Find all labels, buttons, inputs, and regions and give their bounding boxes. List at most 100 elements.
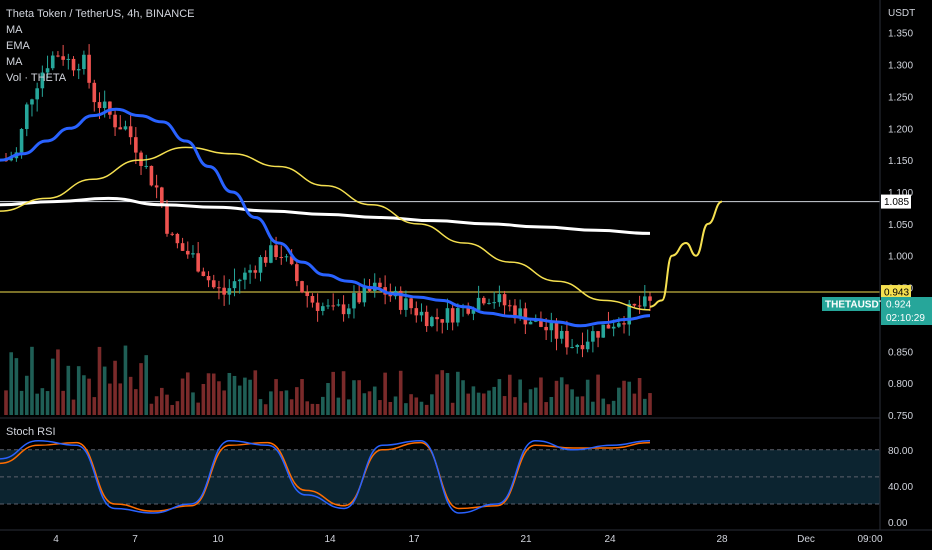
candle (222, 275, 226, 306)
volume-bar (471, 386, 476, 415)
indicator-ma-label[interactable]: MA (6, 24, 23, 36)
volume-bar (227, 372, 232, 415)
volume-bar (518, 379, 522, 415)
volume-bar (331, 371, 335, 415)
candle-body (300, 281, 304, 293)
volume-bar (87, 378, 91, 415)
candle-body (544, 326, 548, 331)
candle (326, 299, 330, 310)
volume-bar (201, 383, 206, 415)
volume-bar (617, 387, 621, 415)
candle-body (341, 304, 346, 315)
candle-body (497, 294, 502, 303)
volume-bar (346, 399, 351, 415)
volume-bar (97, 346, 102, 415)
volume-bar (274, 379, 278, 415)
time-axis-label: 4 (53, 534, 59, 545)
price-tag-countdown: 02:10:29 (886, 313, 925, 324)
candle-body (539, 318, 543, 327)
candle-body (424, 311, 429, 327)
volume-bar (315, 403, 320, 415)
candle-body (92, 82, 97, 103)
volume-pane (4, 345, 652, 415)
candle-body (622, 323, 626, 325)
candle-body (50, 55, 55, 69)
volume-bar (539, 377, 543, 415)
indicator-ma2-label[interactable]: MA (6, 56, 23, 68)
indicator-ema-label[interactable]: EMA (6, 40, 30, 52)
candle (295, 260, 299, 287)
candle-body (523, 308, 528, 325)
symbol-title[interactable]: Theta Token / TetherUS, 4h, BINANCE (6, 8, 195, 20)
candle-body (102, 101, 107, 109)
volume-bar (596, 374, 600, 415)
candle-body (206, 276, 211, 281)
candle (419, 303, 424, 322)
time-axis-label: 28 (716, 534, 728, 545)
volume-bar (648, 393, 652, 415)
candle (643, 285, 647, 310)
volume-bar (134, 389, 138, 415)
volume-bar (372, 386, 377, 415)
stoch-d-line (0, 441, 651, 512)
volume-bar (206, 373, 211, 415)
candle-body (419, 311, 424, 316)
volume-bar (30, 346, 34, 415)
candle-body (502, 294, 507, 306)
volume-bar (513, 397, 517, 415)
candle (565, 320, 569, 355)
volume-bar (289, 399, 294, 415)
volume-bar (258, 399, 263, 415)
candle-body (565, 330, 569, 348)
candle (24, 102, 29, 137)
candle-body (518, 308, 522, 319)
candle-body (201, 271, 206, 277)
candle-body (19, 128, 24, 153)
volume-bar (378, 400, 382, 415)
ticker-tag-bg (822, 297, 880, 311)
candle (279, 245, 284, 265)
candle (232, 268, 237, 297)
currency-label: USDT (888, 8, 915, 19)
candle (123, 120, 128, 131)
price-tag-value: 0.924 (886, 300, 911, 311)
candle-body (617, 323, 621, 327)
time-axis-label: 09:00 (857, 534, 882, 545)
volume-bar (497, 379, 502, 415)
price-tick-label: 1.000 (888, 252, 913, 263)
volume-bar (341, 371, 346, 415)
candle-body (507, 305, 512, 307)
candle-body (648, 296, 652, 301)
candle-body (487, 302, 491, 304)
volume-bar (82, 375, 86, 415)
volume-bar (19, 390, 24, 415)
candle (549, 312, 554, 343)
volume-bar (430, 394, 434, 415)
candle (570, 338, 574, 349)
volume-bar (580, 396, 585, 415)
volume-bar (549, 396, 554, 415)
projection-path (649, 200, 723, 308)
volume-bar (9, 352, 13, 415)
candle (154, 174, 159, 199)
indicator-volume-label[interactable]: Vol · THETA (6, 72, 67, 84)
price-tick-label: 0.750 (888, 411, 913, 422)
candle (66, 53, 71, 70)
stoch-rsi-label[interactable]: Stoch RSI (6, 426, 56, 438)
candle-body (97, 102, 102, 109)
volume-bar (108, 383, 112, 415)
candle-body (591, 331, 595, 342)
candle (591, 326, 595, 353)
candle-body (643, 296, 647, 307)
candle (575, 343, 580, 354)
ma-blue-line (0, 107, 651, 328)
volume-bar (154, 396, 159, 415)
volume-bar (128, 376, 133, 415)
time-axis-label: Dec (797, 534, 815, 545)
price-tick-label: 0.800 (888, 379, 913, 390)
candle-body (310, 296, 315, 303)
volume-bar (45, 391, 50, 415)
candle-body (30, 99, 34, 105)
volume-bar (237, 385, 242, 415)
